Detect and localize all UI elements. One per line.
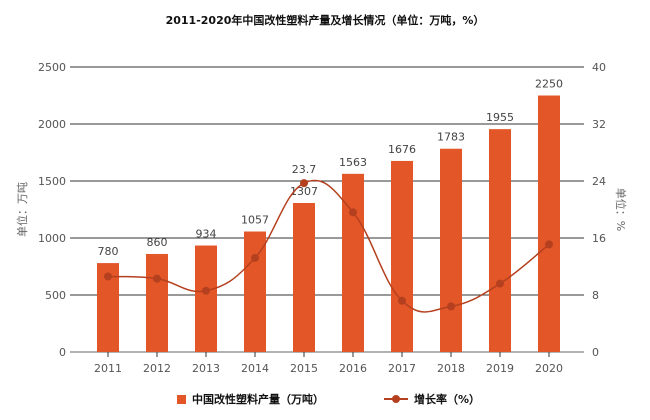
growth-value-label: 23.7 bbox=[292, 163, 317, 176]
x-tick-label: 2013 bbox=[192, 362, 220, 375]
right-tick-label: 16 bbox=[592, 232, 606, 245]
legend-item-bar[interactable]: 中国改性塑料产量（万吨） bbox=[177, 391, 324, 407]
growth-line bbox=[107, 179, 550, 313]
growth-point bbox=[202, 286, 210, 295]
legend-item-line[interactable]: 增长率（%） bbox=[384, 391, 480, 407]
left-tick-label: 1000 bbox=[38, 232, 66, 245]
x-tick-label: 2014 bbox=[241, 362, 269, 375]
bar-value-label: 860 bbox=[147, 236, 168, 249]
left-tick-label: 0 bbox=[59, 346, 66, 359]
bar bbox=[97, 263, 119, 352]
left-tick-label: 1500 bbox=[38, 175, 66, 188]
right-tick-label: 40 bbox=[592, 61, 606, 74]
right-tick-label: 8 bbox=[592, 289, 599, 302]
growth-point bbox=[349, 208, 357, 217]
growth-point bbox=[251, 253, 259, 262]
x-tick-label: 2020 bbox=[535, 362, 563, 375]
growth-point bbox=[300, 179, 308, 188]
growth-point bbox=[545, 240, 553, 249]
growth-point bbox=[104, 272, 112, 281]
legend-bar-label: 中国改性塑料产量（万吨） bbox=[192, 393, 324, 406]
growth-point bbox=[398, 296, 406, 305]
x-tick-label: 2016 bbox=[339, 362, 367, 375]
bar-value-label: 1783 bbox=[437, 131, 465, 144]
bar bbox=[244, 231, 266, 352]
bar-value-label: 1057 bbox=[241, 214, 269, 227]
right-axis-title: 单位：% bbox=[614, 188, 628, 231]
bar bbox=[195, 245, 217, 352]
x-tick-label: 2012 bbox=[143, 362, 171, 375]
bar bbox=[489, 129, 511, 352]
bar-value-label: 2250 bbox=[535, 78, 563, 91]
growth-point bbox=[447, 302, 455, 311]
legend-bar-swatch-icon bbox=[177, 394, 186, 404]
bar bbox=[538, 95, 560, 352]
chart-title: 2011-2020年中国改性塑料产量及增长情况（单位：万吨，%） bbox=[165, 14, 485, 27]
bar-value-label: 934 bbox=[196, 228, 217, 241]
bar bbox=[293, 203, 315, 352]
bar bbox=[391, 160, 413, 352]
x-tick-label: 2019 bbox=[486, 362, 514, 375]
bar-value-label: 1676 bbox=[388, 143, 416, 156]
bar bbox=[146, 253, 168, 352]
left-tick-label: 2500 bbox=[38, 61, 66, 74]
x-tick-label: 2018 bbox=[437, 362, 465, 375]
bar-value-label: 1563 bbox=[339, 156, 367, 169]
bar-value-label: 780 bbox=[98, 245, 119, 258]
left-tick-label: 500 bbox=[45, 289, 66, 302]
right-tick-label: 32 bbox=[592, 118, 606, 131]
bar bbox=[342, 173, 364, 352]
legend-line-label: 增长率（%） bbox=[414, 393, 481, 406]
bar bbox=[440, 148, 462, 352]
left-tick-label: 2000 bbox=[38, 118, 66, 131]
bar-value-label: 1955 bbox=[486, 111, 514, 124]
x-tick-label: 2017 bbox=[388, 362, 416, 375]
right-tick-label: 24 bbox=[592, 175, 606, 188]
left-axis-title: 单位：万吨 bbox=[15, 182, 29, 237]
right-tick-label: 0 bbox=[592, 346, 599, 359]
growth-point bbox=[496, 279, 504, 288]
x-tick-label: 2015 bbox=[290, 362, 318, 375]
growth-point bbox=[153, 274, 161, 283]
x-tick-label: 2011 bbox=[94, 362, 122, 375]
legend-line-marker-icon bbox=[384, 395, 408, 403]
